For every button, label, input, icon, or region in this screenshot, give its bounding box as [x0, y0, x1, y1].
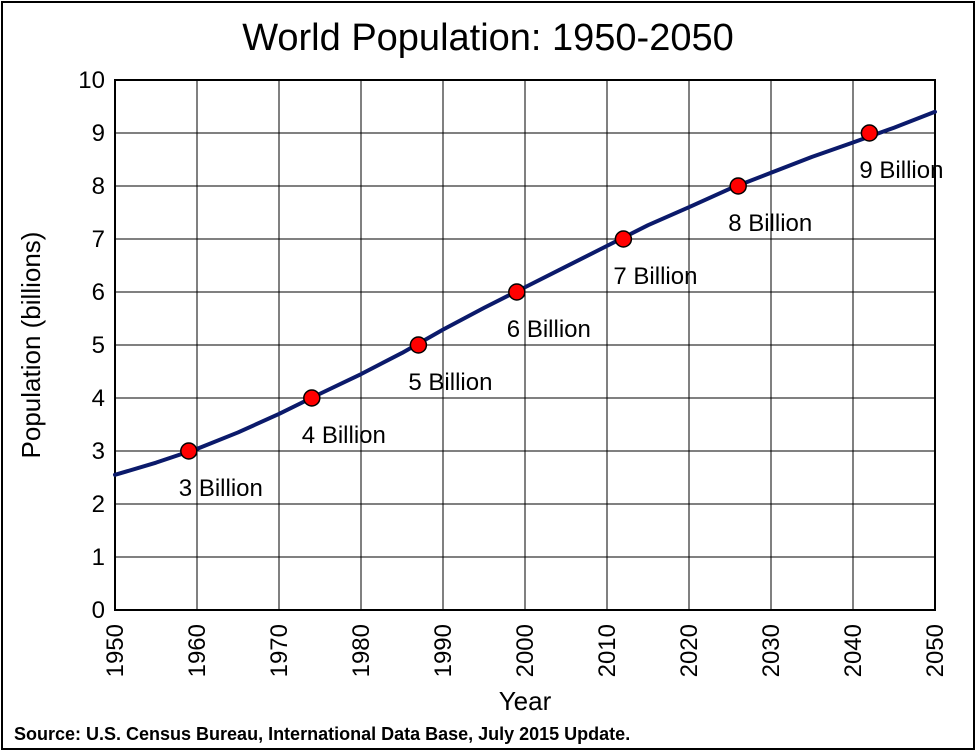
y-tick-label: 10 [78, 67, 105, 94]
y-tick-label: 6 [92, 279, 105, 306]
grid [115, 80, 935, 610]
milestone-label: 7 Billion [613, 263, 697, 290]
milestone-marker [615, 231, 631, 247]
x-tick-label: 2020 [676, 624, 703, 677]
y-tick-label: 8 [92, 173, 105, 200]
milestone-label: 4 Billion [302, 422, 386, 449]
milestone-label: 6 Billion [507, 316, 591, 343]
x-tick-label: 2000 [512, 624, 539, 677]
milestone-marker [861, 125, 877, 141]
y-axis-label: Population (billions) [16, 232, 46, 459]
milestone-marker [181, 443, 197, 459]
plot-area: 0 1 2 3 4 5 6 7 8 9 10 1950 1960 1970 1980 1990 2000 2010… [78, 67, 949, 677]
y-tick-label: 9 [92, 120, 105, 147]
milestone-label: 5 Billion [408, 369, 492, 396]
x-tick-label: 1960 [184, 624, 211, 677]
milestone-marker [304, 390, 320, 406]
source-text: Source: U.S. Census Bureau, Internationa… [14, 724, 630, 744]
y-tick-label: 7 [92, 226, 105, 253]
x-tick-label: 1950 [102, 624, 129, 677]
milestone-label: 8 Billion [728, 210, 812, 237]
chart-svg: World Population: 1950-2050 0 1 2 3 4 5 6 7 8 9 10… [0, 0, 976, 751]
y-tick-label: 1 [92, 544, 105, 571]
x-tick-label: 1980 [348, 624, 375, 677]
y-tick-label: 4 [92, 385, 105, 412]
x-tick-label: 2030 [758, 624, 785, 677]
x-tick-label: 1970 [266, 624, 293, 677]
x-tick-label: 1990 [430, 624, 457, 677]
y-tick-label: 2 [92, 491, 105, 518]
milestone-label: 3 Billion [179, 475, 263, 502]
milestone-label: 9 Billion [859, 157, 943, 184]
chart-title: World Population: 1950-2050 [242, 17, 734, 59]
milestone-marker [410, 337, 426, 353]
milestone-marker [730, 178, 746, 194]
x-tick-label: 2050 [922, 624, 949, 677]
chart-frame: World Population: 1950-2050 0 1 2 3 4 5 6 7 8 9 10… [0, 0, 976, 751]
y-tick-label: 5 [92, 332, 105, 359]
y-tick-label: 0 [92, 597, 105, 624]
x-axis-label: Year [499, 686, 552, 716]
x-tick-label: 2040 [840, 624, 867, 677]
y-tick-label: 3 [92, 438, 105, 465]
x-tick-label: 2010 [594, 624, 621, 677]
milestone-marker [509, 284, 525, 300]
